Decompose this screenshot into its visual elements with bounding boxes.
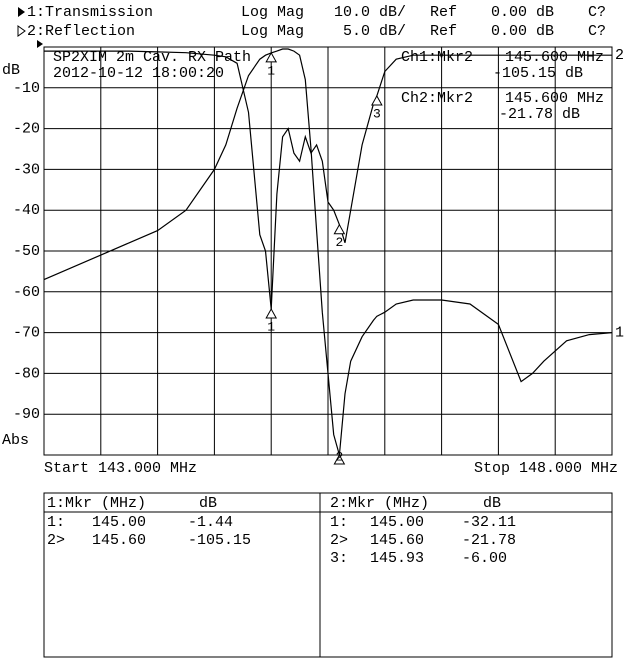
- scale: 10.0 dB/: [334, 4, 406, 21]
- trace-label: 2: [615, 47, 624, 64]
- table-cell: 2>: [47, 532, 65, 549]
- marker: [370, 94, 383, 106]
- readout: 145.600 MHz: [505, 90, 604, 107]
- table-cell: 1:: [330, 514, 348, 531]
- table-header: 2:Mkr (MHz): [330, 495, 429, 512]
- cal-status: C?: [588, 4, 606, 21]
- marker-table-rows: 1: 145.00 -1.44 2> 145.60 -105.15 1: 145.00 -32.…: [47, 514, 516, 567]
- readout: Ch1:Mkr2: [401, 49, 473, 66]
- table-cell: 145.60: [92, 532, 146, 549]
- channel-icon: [17, 25, 26, 37]
- marker: [265, 307, 278, 319]
- trace-label: 1: [615, 325, 624, 342]
- annotation: SP2XIM 2m Cav. RX Path: [53, 49, 251, 66]
- marker-label: 1: [267, 63, 275, 78]
- readout: -105.15 dB: [493, 65, 583, 82]
- trace: [44, 50, 612, 310]
- marker: [265, 51, 278, 63]
- table-header: 1:Mkr (MHz): [47, 495, 146, 512]
- ref-label: Ref: [430, 23, 457, 40]
- format: Log Mag: [241, 23, 304, 40]
- marker-label: 1: [267, 319, 275, 334]
- table-header: dB: [199, 495, 217, 512]
- marker-label: 3: [373, 106, 381, 121]
- y-tick-label: -40: [13, 202, 40, 219]
- table-cell: 145.60: [370, 532, 424, 549]
- y-tick-label: -90: [13, 406, 40, 423]
- y-tick-label: -50: [13, 243, 40, 260]
- y-tick-label: -80: [13, 365, 40, 382]
- scale: 5.0 dB/: [343, 23, 406, 40]
- ref-value: 0.00 dB: [491, 23, 554, 40]
- ref-pointer: [37, 40, 43, 48]
- plot-area: -10 -20 -30 -40 -50 -60 -70 -80 -90 1 1 2 2 1 2 3: [13, 46, 624, 465]
- trace: [43, 48, 613, 456]
- start-label: Start 143.000 MHz: [44, 460, 197, 477]
- table-cell: -6.00: [462, 550, 507, 567]
- marker: [333, 223, 346, 235]
- stop-label: Stop 148.000 MHz: [474, 460, 618, 477]
- table-cell: -32.11: [462, 514, 516, 531]
- y-tick-label: -20: [13, 121, 40, 138]
- y-tick-label: -30: [13, 161, 40, 178]
- table-cell: 145.00: [92, 514, 146, 531]
- readout: Ch2:Mkr2: [401, 90, 473, 107]
- readout: -21.78 dB: [499, 106, 580, 123]
- format: Log Mag: [241, 4, 304, 21]
- marker-label: 2: [335, 449, 343, 464]
- table-cell: 2>: [330, 532, 348, 549]
- ref-value: 0.00 dB: [491, 4, 554, 21]
- marker-table-frame: [43, 492, 613, 658]
- y-tick-label: -60: [13, 284, 40, 301]
- table-header: dB: [483, 495, 501, 512]
- table-cell: 1:: [47, 514, 65, 531]
- annotation: 2012-10-12 18:00:20: [53, 65, 224, 82]
- table-cell: -1.44: [188, 514, 233, 531]
- ref-label: Ref: [430, 4, 457, 21]
- table-cell: 3:: [330, 550, 348, 567]
- table-cell: -105.15: [188, 532, 251, 549]
- marker-label: 2: [335, 235, 343, 250]
- table-cell: 145.00: [370, 514, 424, 531]
- format-label: Abs: [2, 432, 29, 449]
- marker: [333, 453, 346, 465]
- active-channel-icon: [18, 7, 25, 17]
- cal-status: C?: [588, 23, 606, 40]
- y-axis-label: dB: [2, 62, 20, 79]
- y-tick-label: -10: [13, 80, 40, 97]
- channel-name: 1:Transmission: [27, 4, 153, 21]
- readout: 145.600 MHz: [505, 49, 604, 66]
- table-cell: -21.78: [462, 532, 516, 549]
- table-cell: 145.93: [370, 550, 424, 567]
- y-tick-label: -70: [13, 325, 40, 342]
- channel-name: 2:Reflection: [27, 23, 135, 40]
